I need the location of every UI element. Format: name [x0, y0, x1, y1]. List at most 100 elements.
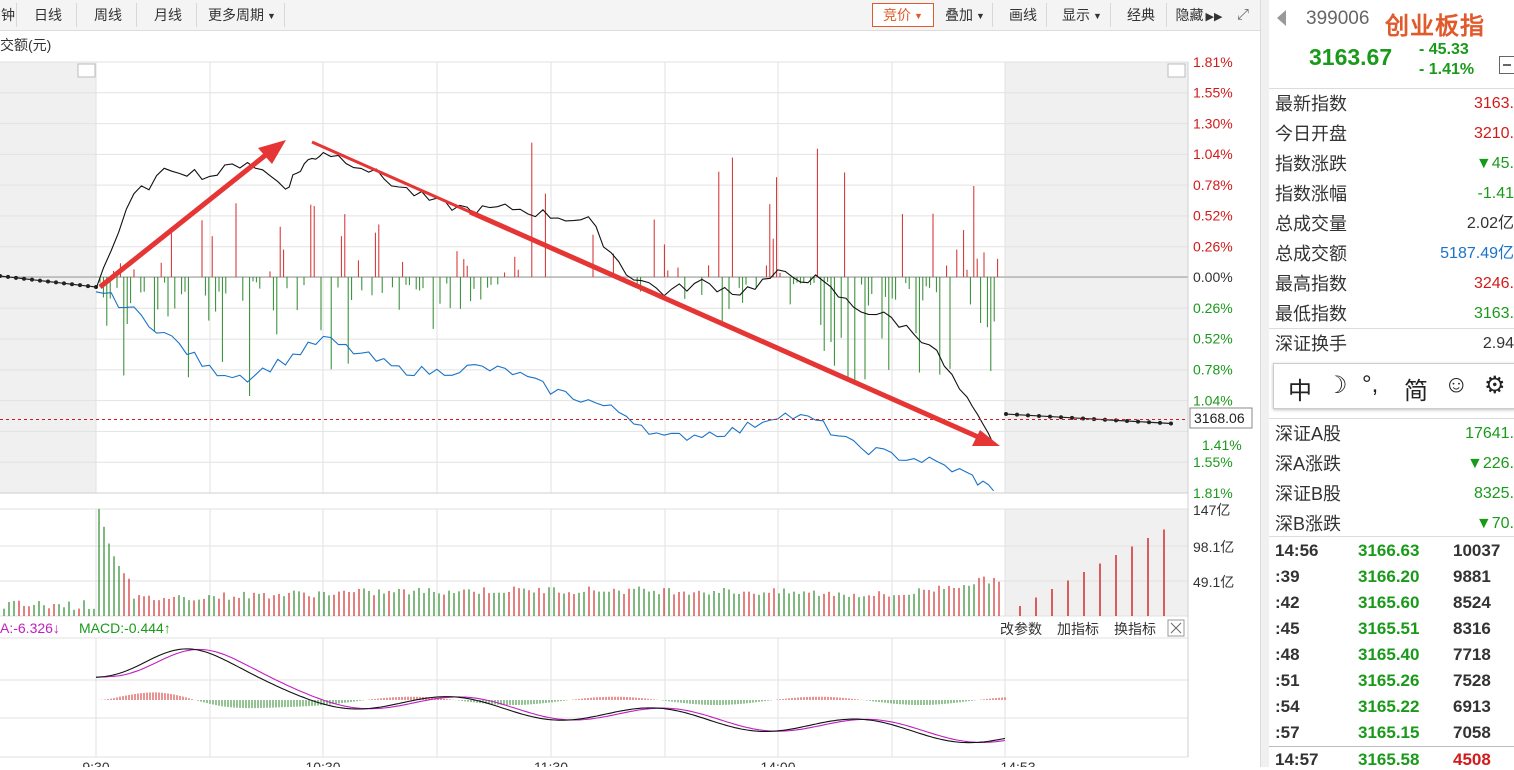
- macd-label: MACD:-0.444↑: [79, 620, 171, 636]
- volume-axis-label: 49.1亿: [1193, 574, 1234, 590]
- tick-volume: 10037: [1453, 541, 1501, 560]
- axis-label-down: 1.55%: [1193, 454, 1233, 470]
- stat-row: 最低指数 3163.: [1269, 299, 1514, 329]
- quote-header: 399006 创业板指 3163.67 - 45.33 - 1.41%: [1269, 0, 1514, 89]
- dif-line: [95, 648, 1006, 744]
- back-arrow-icon[interactable]: [1277, 10, 1286, 26]
- axis-label-zero: 0.00%: [1193, 269, 1233, 285]
- hide-label: 隐藏: [1175, 7, 1204, 23]
- tick-price: 3165.51: [1358, 619, 1420, 638]
- index-name: 创业板指: [1385, 13, 1485, 40]
- post-market-dot: [1147, 420, 1151, 425]
- post-market-dot: [1026, 413, 1030, 418]
- axis-label-down: 0.78%: [1193, 362, 1233, 378]
- post-market-dot: [1004, 412, 1008, 417]
- chevron-down-icon: ▼: [1093, 11, 1102, 21]
- tick-price: 3165.26: [1358, 671, 1420, 690]
- time-axis-label: 14:00: [760, 759, 795, 767]
- pre-market-dot: [54, 280, 58, 285]
- pre-market-dot: [86, 284, 90, 289]
- pre-market-dot: [30, 277, 34, 282]
- axis-label-up: 0.78%: [1193, 177, 1233, 193]
- pre-market-dot: [70, 282, 74, 287]
- moon-icon[interactable]: ☽: [1326, 372, 1348, 399]
- display-button[interactable]: 显示 ▼: [1054, 3, 1111, 27]
- current-price-box: [1189, 407, 1253, 429]
- bid-price-button[interactable]: 竞价 ▼: [872, 3, 934, 27]
- stat-row: 深证B股 8325.: [1269, 479, 1514, 509]
- axis-label-down: 1.81%: [1193, 485, 1233, 501]
- arrow-head-down: [972, 430, 1000, 446]
- tick-time: 14:57: [1275, 750, 1319, 767]
- change-params-button[interactable]: 改参数: [1000, 621, 1042, 637]
- tab-daily[interactable]: 日线: [20, 3, 77, 27]
- post-market-volume-shade: [1005, 509, 1188, 616]
- separator: [1269, 536, 1514, 537]
- pre-market-dot: [0, 274, 2, 278]
- axis-label-down: 0.52%: [1193, 331, 1233, 347]
- intraday-chart: 交额(元) 1.81% 1.55% 1.30% 1.04% 0.78% 0.52% 0.26%…: [0, 37, 1253, 770]
- stat-row: 指数涨跌 ▼45.: [1269, 149, 1514, 179]
- pre-market-dot: [46, 279, 50, 284]
- hide-button[interactable]: 隐藏 ▶▶: [1172, 3, 1226, 27]
- time-axis-label: 10:30: [305, 759, 340, 767]
- tick-time: 14:56: [1275, 541, 1319, 560]
- stat-label: 深证换手: [1275, 334, 1347, 354]
- post-market-dot: [1037, 413, 1041, 418]
- tab-monthly[interactable]: 月线: [140, 3, 197, 27]
- tick-price: 3165.58: [1358, 750, 1420, 767]
- double-chevron-right-icon: ▶▶: [1205, 11, 1223, 23]
- stat-label: 最新指数: [1275, 94, 1347, 114]
- stat-row: 今日开盘 3210.: [1269, 119, 1514, 149]
- emoji-icon[interactable]: ☺: [1444, 371, 1469, 398]
- simplified-icon[interactable]: 简: [1404, 378, 1428, 405]
- punctuation-icon[interactable]: °,: [1362, 371, 1379, 398]
- stat-value: ▼45.: [1475, 155, 1514, 172]
- tick-volume: 6913: [1453, 697, 1491, 716]
- post-market-dot: [1015, 412, 1019, 417]
- chevron-down-icon: ▼: [914, 11, 923, 21]
- axis-label-up: 1.81%: [1193, 54, 1233, 70]
- collapse-right-icon: [1167, 63, 1186, 78]
- draw-line-button[interactable]: 画线: [1000, 3, 1047, 27]
- current-pct-label: 1.41%: [1202, 437, 1242, 453]
- axis-label-up: 1.55%: [1193, 85, 1233, 101]
- time-axis-label: 14:53: [1000, 759, 1035, 767]
- tick-row: :42 3165.60 8524: [1269, 590, 1514, 616]
- stat-value: -1.41: [1477, 185, 1514, 202]
- classic-button[interactable]: 经典: [1116, 3, 1167, 27]
- post-market-dot: [1136, 419, 1140, 424]
- collapse-left-icon: [77, 63, 96, 78]
- tab-more-periods[interactable]: 更多周期 ▼: [200, 3, 285, 27]
- tick-row: 14:57 3165.58 4508: [1269, 746, 1514, 767]
- collapse-icon[interactable]: [1499, 56, 1514, 74]
- stat-row: 总成交量 2.02亿: [1269, 209, 1514, 239]
- tick-price: 3165.40: [1358, 645, 1420, 664]
- tab-minute[interactable]: 钟: [0, 3, 17, 27]
- overlay-button[interactable]: 叠加 ▼: [938, 3, 993, 27]
- ime-chinese-icon[interactable]: 中: [1288, 378, 1312, 405]
- add-indicator-button[interactable]: 加指标: [1057, 621, 1099, 637]
- expand-icon[interactable]: ⤢: [1236, 6, 1249, 23]
- stat-value: 8325.: [1473, 485, 1514, 502]
- stat-label: 今日开盘: [1275, 124, 1347, 144]
- tick-volume: 8524: [1453, 593, 1491, 612]
- tick-row: :45 3165.51 8316: [1269, 616, 1514, 642]
- bid-price-label: 竞价: [883, 7, 912, 23]
- tab-weekly[interactable]: 周线: [80, 3, 137, 27]
- index-change: - 45.33: [1419, 41, 1469, 58]
- stat-value: 2.02亿: [1466, 215, 1514, 232]
- pre-market-dot: [78, 283, 82, 288]
- stat-value: ▼70.: [1475, 515, 1514, 532]
- tick-time: :57: [1275, 723, 1300, 742]
- tick-time: :45: [1275, 619, 1300, 638]
- tick-row: :48 3165.40 7718: [1269, 642, 1514, 668]
- display-label: 显示: [1062, 7, 1091, 23]
- stat-label: 深B涨跌: [1275, 514, 1342, 534]
- axis-label-up: 0.26%: [1193, 238, 1233, 254]
- tick-price: 3165.22: [1358, 697, 1420, 716]
- gear-icon[interactable]: ⚙: [1484, 372, 1506, 399]
- stat-label: 总成交量: [1275, 214, 1347, 234]
- stat-row: 最新指数 3163.: [1269, 89, 1514, 119]
- switch-indicator-button[interactable]: 换指标: [1114, 621, 1156, 637]
